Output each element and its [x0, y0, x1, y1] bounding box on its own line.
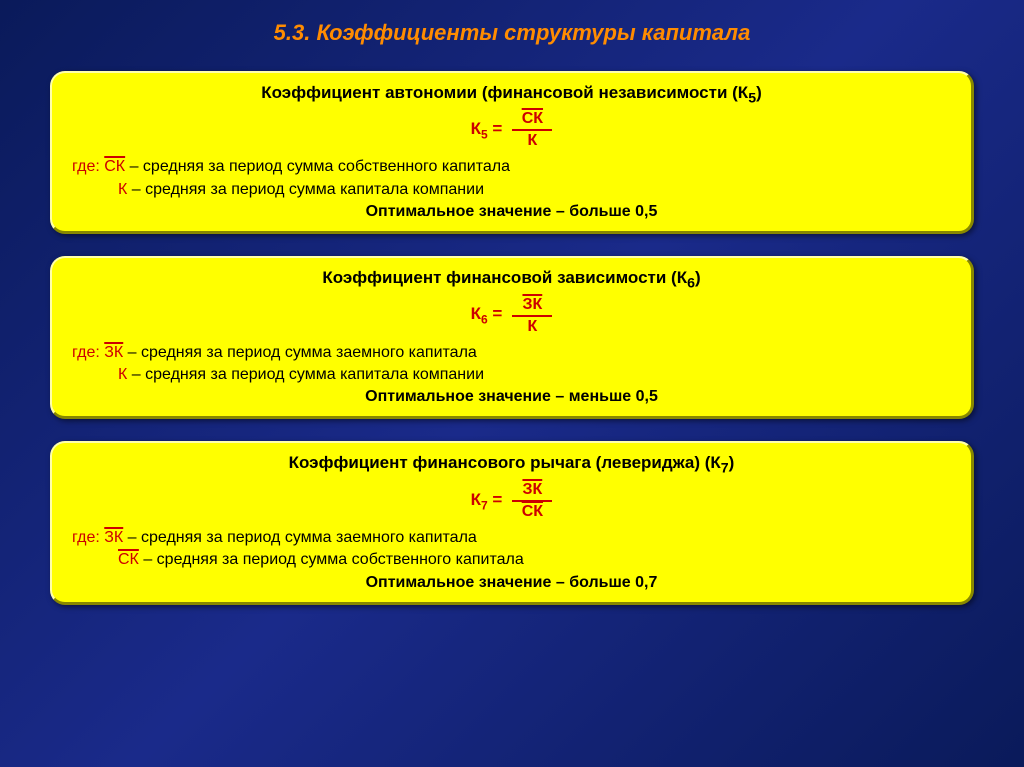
definition-line: К – средняя за период сумма капитала ком… — [118, 179, 951, 201]
formula-row: К5 = СК К — [72, 110, 951, 150]
formula-lhs: К5 = — [471, 119, 503, 141]
panel-title-post: ) — [756, 83, 762, 102]
panel-title: Коэффициент финансовой зависимости (К6) — [72, 268, 951, 291]
formula-panel: Коэффициент финансовой зависимости (К6)К… — [50, 256, 974, 419]
definition-text: – средняя за период сумма заемного капит… — [123, 529, 477, 546]
formula-row: К6 = ЗК К — [72, 296, 951, 336]
formula-row: К7 = ЗК СК — [72, 481, 951, 521]
formula-fraction: ЗК К — [512, 296, 552, 336]
definition-text: – средняя за период сумма заемного капит… — [123, 344, 477, 361]
definition-text: – средняя за период сумма собственного к… — [139, 551, 524, 568]
panel-title-post: ) — [729, 453, 735, 472]
where-label: где: — [72, 344, 104, 361]
optimal-value: Оптимальное значение – больше 0,7 — [72, 574, 951, 592]
optimal-value: Оптимальное значение – меньше 0,5 — [72, 388, 951, 406]
panel-title-pre: Коэффициент финансового рычага (леверидж… — [289, 453, 721, 472]
definition-text: – средняя за период сумма капитала компа… — [127, 366, 484, 383]
panel-title-pre: Коэффициент финансовой зависимости (К — [322, 268, 687, 287]
optimal-value: Оптимальное значение – больше 0,5 — [72, 203, 951, 221]
fraction-numerator: ЗК — [516, 481, 548, 500]
where-label: где: — [72, 529, 104, 546]
panel-title: Коэффициент автономии (финансовой незави… — [72, 83, 951, 106]
fraction-denominator: К — [521, 317, 543, 336]
panel-title-pre: Коэффициент автономии (финансовой незави… — [261, 83, 748, 102]
definition-line: где: ЗК – средняя за период сумма заемно… — [72, 527, 951, 549]
definition-var: ЗК — [104, 344, 123, 361]
definition-text: – средняя за период сумма капитала компа… — [127, 181, 484, 198]
panel-title-sub: 5 — [748, 90, 756, 106]
definition-line: где: СК – средняя за период сумма собств… — [72, 156, 951, 178]
formula-panel: Коэффициент финансового рычага (леверидж… — [50, 441, 974, 604]
definition-var: К — [118, 181, 127, 198]
slide-title: 5.3. Коэффициенты структуры капитала — [50, 20, 974, 46]
formula-lhs: К7 = — [471, 490, 503, 512]
definition-var: СК — [104, 158, 125, 175]
where-block: где: ЗК – средняя за период сумма заемно… — [72, 527, 951, 572]
panel-title-post: ) — [695, 268, 701, 287]
formula-fraction: СК К — [512, 110, 552, 150]
definition-var: ЗК — [104, 529, 123, 546]
fraction-numerator: СК — [516, 110, 549, 129]
definition-var: К — [118, 366, 127, 383]
definition-text: – средняя за период сумма собственного к… — [125, 158, 510, 175]
formula-lhs: К6 = — [471, 304, 503, 326]
panel-title-sub: 6 — [687, 276, 695, 292]
fraction-numerator: ЗК — [516, 296, 548, 315]
where-block: где: СК – средняя за период сумма собств… — [72, 156, 951, 201]
fraction-denominator: К — [521, 131, 543, 150]
formula-panel: Коэффициент автономии (финансовой незави… — [50, 71, 974, 234]
definition-var: СК — [118, 551, 139, 568]
definition-line: К – средняя за период сумма капитала ком… — [118, 364, 951, 386]
panel-title: Коэффициент финансового рычага (леверидж… — [72, 453, 951, 476]
formula-fraction: ЗК СК — [512, 481, 552, 521]
where-label: где: — [72, 158, 104, 175]
definition-line: СК – средняя за период сумма собственног… — [118, 549, 951, 571]
definition-line: где: ЗК – средняя за период сумма заемно… — [72, 342, 951, 364]
panel-title-sub: 7 — [721, 461, 729, 477]
fraction-denominator: СК — [516, 502, 549, 521]
where-block: где: ЗК – средняя за период сумма заемно… — [72, 342, 951, 387]
